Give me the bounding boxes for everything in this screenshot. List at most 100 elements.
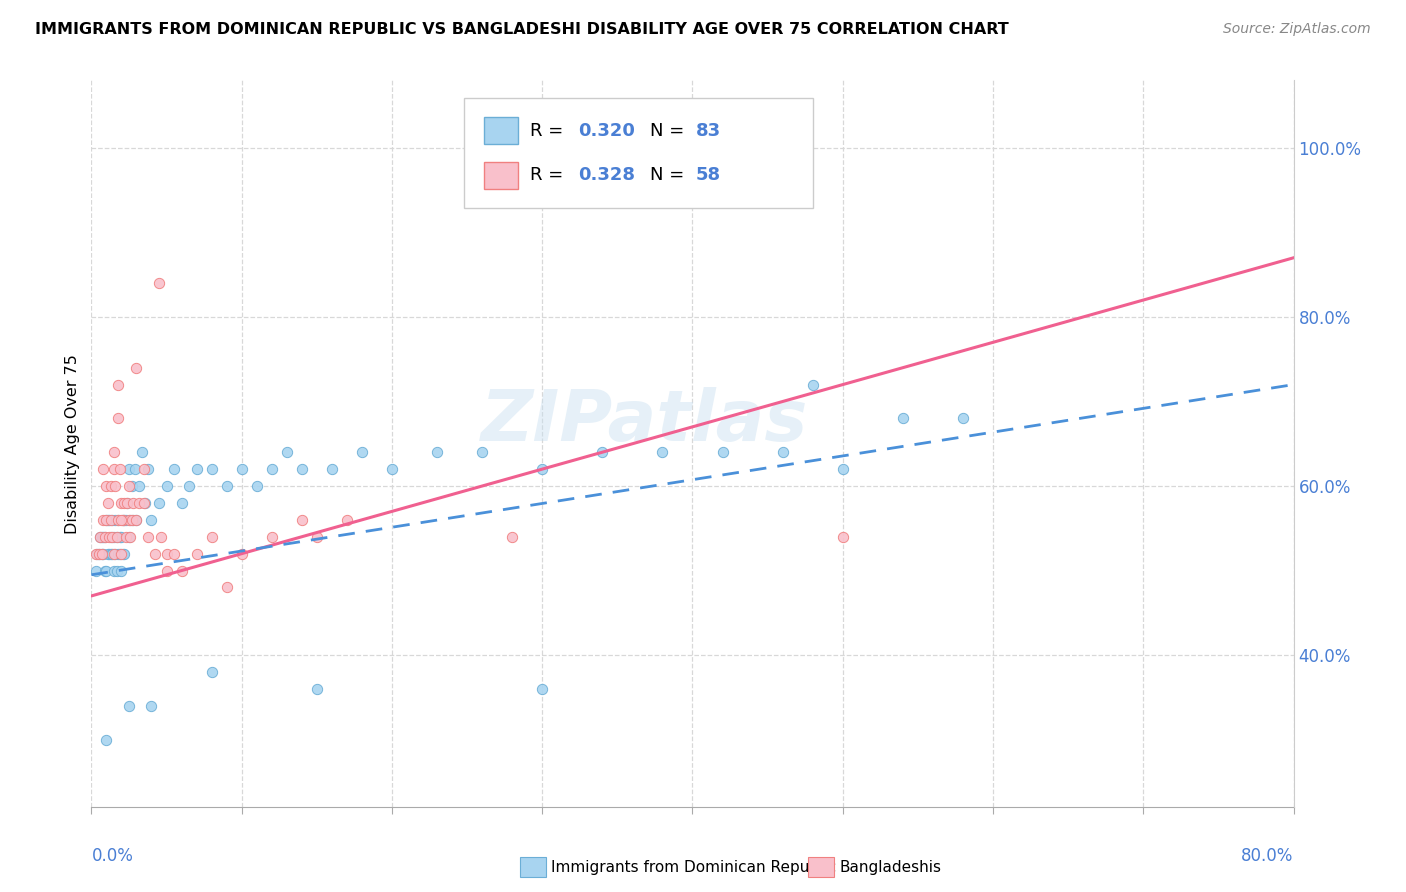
Point [305,530,328,544]
Point [110,513,132,527]
Point [111,547,134,561]
Point [111,513,134,527]
Point [100,530,122,544]
Point [107,513,129,527]
Point [134,496,156,510]
Point [107,513,129,527]
Text: 0.328: 0.328 [578,167,636,185]
Point [177,479,200,493]
Point [201,462,224,476]
Point [115,513,138,527]
Point [110,496,132,510]
Point [93,547,115,561]
Point [84,564,107,578]
Point [115,530,138,544]
Point [87,547,110,561]
Point [591,445,613,459]
Point [141,698,163,713]
Point [118,462,141,476]
Point [89,530,111,544]
Point [246,479,269,493]
Point [138,530,160,544]
Point [186,462,208,476]
Point [201,665,224,679]
Point [651,445,673,459]
Point [260,530,283,544]
Point [97,496,120,510]
Point [121,513,143,527]
Point [105,564,128,578]
Point [94,530,117,544]
Text: 0.320: 0.320 [578,121,636,139]
Point [96,732,118,747]
Point [336,513,359,527]
Point [118,513,141,527]
Point [110,547,132,561]
Point [117,496,139,510]
Point [100,513,122,527]
Point [141,513,163,527]
Point [90,547,112,561]
Point [138,462,160,476]
Point [101,547,124,561]
Point [163,547,186,561]
Point [155,547,177,561]
Point [103,462,125,476]
Point [801,377,824,392]
Point [276,445,298,459]
Point [291,462,314,476]
Point [128,496,150,510]
Point [101,513,124,527]
Text: N =: N = [651,121,690,139]
Point [426,445,449,459]
Text: R =: R = [530,167,569,185]
Point [125,360,148,375]
Point [128,479,150,493]
Text: 58: 58 [696,167,721,185]
Point [891,411,914,425]
Point [186,547,208,561]
Point [110,564,132,578]
Point [201,530,224,544]
Point [103,547,125,561]
Point [952,411,974,425]
Point [170,496,193,510]
Point [108,530,131,544]
Text: Immigrants from Dominican Republic: Immigrants from Dominican Republic [551,860,837,874]
Point [105,530,128,544]
Text: Bangladeshis: Bangladeshis [839,860,942,874]
Point [148,276,170,290]
Point [155,564,177,578]
Point [131,445,153,459]
Text: Source: ZipAtlas.com: Source: ZipAtlas.com [1223,22,1371,37]
Point [114,547,136,561]
Point [531,681,554,696]
Point [132,496,155,510]
Text: R =: R = [530,121,569,139]
Point [132,462,155,476]
FancyBboxPatch shape [464,98,813,208]
Point [143,547,166,561]
Text: IMMIGRANTS FROM DOMINICAN REPUBLIC VS BANGLADESHI DISABILITY AGE OVER 75 CORRELA: IMMIGRANTS FROM DOMINICAN REPUBLIC VS BA… [35,22,1010,37]
Point [501,530,523,544]
Point [94,564,117,578]
Point [107,377,129,392]
Point [103,564,125,578]
Text: N =: N = [651,167,690,185]
Point [122,513,145,527]
Point [89,530,111,544]
Point [305,681,328,696]
Point [107,411,129,425]
Point [98,513,121,527]
Point [125,513,148,527]
Point [831,462,853,476]
Point [124,462,146,476]
Point [93,462,115,476]
Point [350,445,373,459]
Point [96,564,118,578]
Point [98,530,121,544]
Point [831,530,853,544]
Point [381,462,404,476]
Point [97,513,120,527]
Point [148,496,170,510]
